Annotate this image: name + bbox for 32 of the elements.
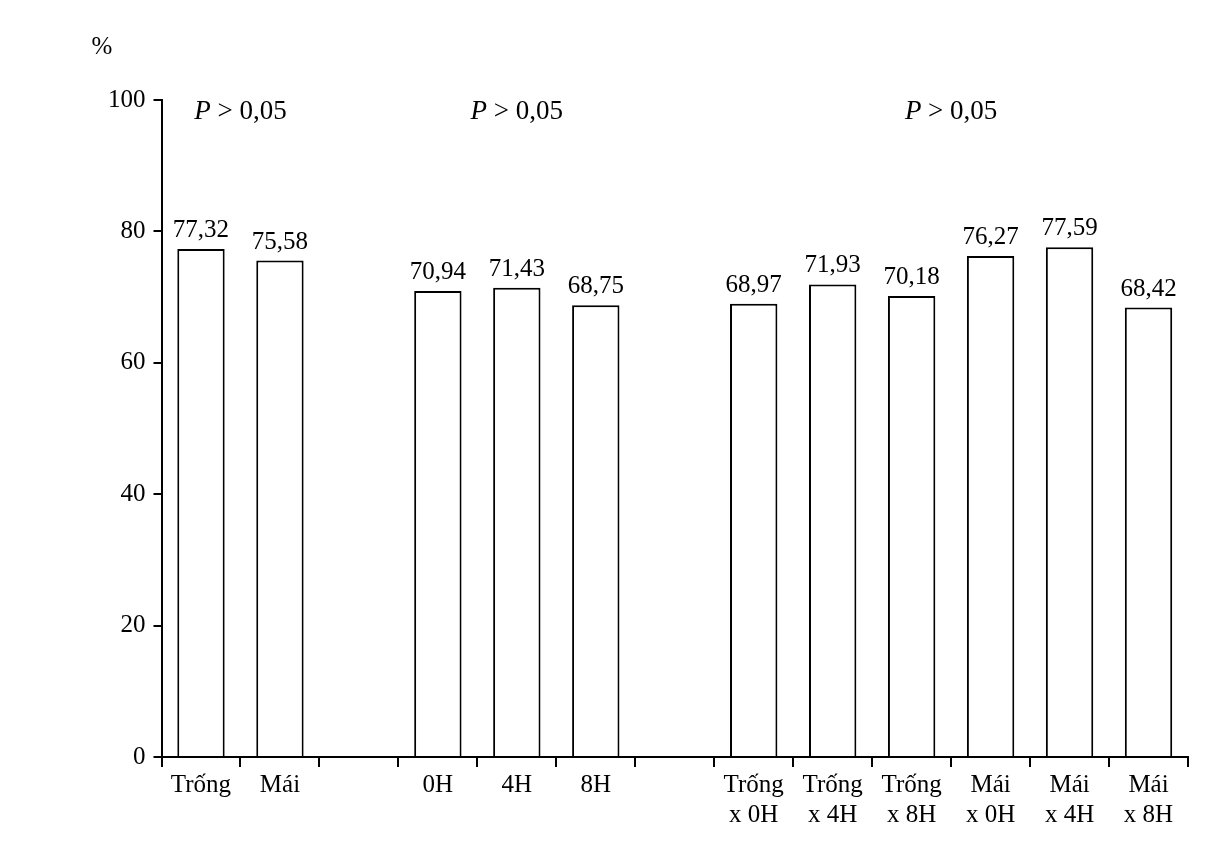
x-tick-label: Trống x 0H bbox=[723, 769, 785, 827]
y-tick-label: 0 bbox=[133, 741, 146, 769]
data-label: 71,43 bbox=[488, 253, 545, 281]
annotation: P > 0,05 bbox=[903, 95, 998, 126]
x-tick-label: Trống x 4H bbox=[802, 769, 864, 827]
x-tick-label: 4H bbox=[501, 769, 533, 797]
data-label: 68,75 bbox=[567, 271, 624, 299]
data-label: 70,18 bbox=[883, 261, 940, 289]
data-label: 76,27 bbox=[962, 221, 1019, 249]
y-tick-label: 100 bbox=[108, 84, 146, 112]
annotation: P > 0,05 bbox=[193, 95, 287, 126]
x-tick-label: Mái x 8H bbox=[1123, 769, 1174, 827]
annotation: P > 0,05 bbox=[469, 95, 564, 126]
x-tick-label: Trống x 8H bbox=[881, 769, 943, 827]
y-axis-title: % bbox=[91, 32, 113, 60]
data-label: 77,59 bbox=[1041, 213, 1098, 241]
data-label: 70,94 bbox=[409, 256, 467, 284]
data-label: 75,58 bbox=[251, 226, 309, 254]
y-tick-label: 20 bbox=[120, 610, 146, 638]
data-label: 68,42 bbox=[1120, 273, 1177, 301]
x-tick-label: Mái bbox=[259, 769, 301, 797]
x-tick-label: 8H bbox=[580, 769, 612, 797]
y-tick-label: 40 bbox=[120, 478, 146, 506]
data-label: 77,32 bbox=[172, 215, 230, 243]
y-tick-label: 60 bbox=[120, 347, 146, 375]
x-tick-label: 0H bbox=[422, 769, 454, 797]
data-label: 68,97 bbox=[725, 269, 782, 297]
x-tick-label: Mái x 0H bbox=[965, 769, 1016, 827]
x-tick-label: Mái x 4H bbox=[1044, 769, 1095, 827]
data-label: 71,93 bbox=[804, 250, 861, 278]
x-tick-label: Trống bbox=[170, 769, 232, 797]
y-tick-label: 80 bbox=[120, 215, 146, 243]
